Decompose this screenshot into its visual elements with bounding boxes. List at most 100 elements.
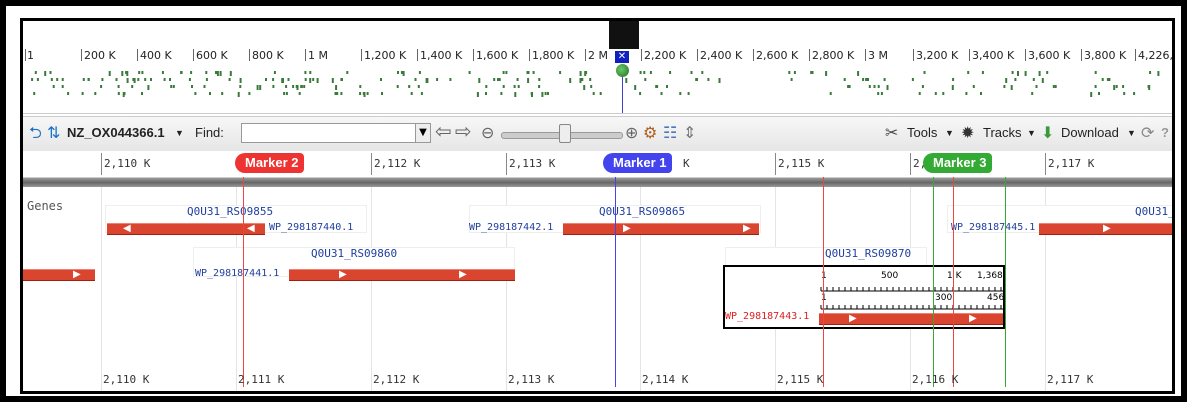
gene-density-dot <box>1005 78 1008 83</box>
gene-density-dot <box>205 71 208 74</box>
gene-density-dot <box>625 78 628 83</box>
gene-density-dot <box>877 92 880 95</box>
gene-density-dot <box>1098 92 1100 95</box>
gear-icon[interactable]: ✹ <box>961 123 975 142</box>
download-icon[interactable]: ⬇ <box>1041 123 1055 142</box>
gene-density-dot <box>493 78 496 81</box>
gene-feature[interactable]: ▶ <box>23 269 95 281</box>
strand-arrow-icon: ◀ <box>247 223 255 234</box>
gene-density-dot <box>31 78 34 81</box>
sequence-selector[interactable]: NZ_OX044366.1 <box>67 125 165 140</box>
gene-density-dot <box>965 92 968 95</box>
gene-density-dot <box>61 78 64 81</box>
help-icon[interactable]: ? <box>1161 125 1169 140</box>
overview-pin-icon[interactable] <box>616 64 629 77</box>
track-list-icon[interactable]: ☷ <box>663 123 678 142</box>
marker-3[interactable]: Marker 3 <box>923 153 993 173</box>
selected-product-label[interactable]: WP_298187443.1 <box>725 311 810 322</box>
overview-tick <box>585 49 586 61</box>
tools-icon[interactable]: ✂ <box>885 123 899 142</box>
marker-2[interactable]: Marker 2 <box>235 153 305 173</box>
gene-name[interactable]: Q0U31_RS <box>1135 205 1175 218</box>
overview-label: 4,226,6 <box>1138 49 1173 62</box>
gene-name[interactable]: Q0U31_RS09860 <box>311 247 398 260</box>
product-label[interactable]: WP_298187441.1 <box>195 268 280 279</box>
tracks-menu[interactable]: Tracks <box>983 125 1022 140</box>
gene-density-dot <box>883 78 886 81</box>
gene-feature[interactable]: ▶ <box>1039 223 1172 235</box>
gene-density-dot <box>50 78 53 81</box>
zoom-slider-thumb[interactable] <box>559 124 571 143</box>
find-input[interactable] <box>241 123 417 143</box>
marker-1[interactable]: Marker 1 <box>603 153 673 173</box>
gene-density-dot <box>131 85 134 88</box>
gene-density-dot <box>1157 71 1160 76</box>
gene-name[interactable]: Q0U31_RS09855 <box>187 205 274 218</box>
gene-density-dot <box>1090 92 1093 97</box>
gene-density-dot <box>942 92 945 95</box>
ruler-tick <box>101 153 102 175</box>
gene-density-dot <box>209 92 211 95</box>
gene-density-dot <box>516 78 519 81</box>
gene-density-dot <box>886 85 889 90</box>
position-ruler[interactable]: 2,110 K 2,112 K 2,113 K K 2,115 K 2, 2,1… <box>23 151 1172 178</box>
popup-tick-label: 500 <box>881 271 899 281</box>
gene-density-dot <box>666 85 668 88</box>
refresh-icon[interactable]: ⟳ <box>1141 123 1155 142</box>
gene-density-dot <box>643 71 646 74</box>
zoom-out-icon[interactable]: ⊖ <box>481 123 495 142</box>
gene-density-dot <box>669 71 672 74</box>
chevron-down-icon[interactable]: ▼ <box>1027 128 1036 138</box>
overview-label: 1,400 K <box>420 49 463 62</box>
selected-gene-feature[interactable]: ▶ ▶ <box>819 313 1003 325</box>
back-arrow-icon[interactable]: ⮌ <box>29 123 42 142</box>
gene-density-dot <box>408 85 411 88</box>
gene-feature[interactable]: ▶ ▶ <box>289 269 515 281</box>
chevron-down-icon[interactable]: ▼ <box>175 128 184 138</box>
product-label[interactable]: WP_298187445.1 <box>951 222 1036 233</box>
expand-collapse-icon[interactable]: ⇕ <box>683 123 697 142</box>
gene-density-dot <box>695 78 698 81</box>
gene-feature[interactable]: ▶ ▶ <box>563 223 759 235</box>
gene-density-dot <box>793 71 796 74</box>
gene-density-dot <box>530 92 533 95</box>
gene-density-dot <box>228 78 231 81</box>
overview-marker-icon[interactable]: ✕ <box>615 51 629 63</box>
tools-menu[interactable]: Tools <box>907 125 938 140</box>
sequence-switch-icon[interactable]: ⇅ <box>47 123 61 142</box>
gene-feature[interactable]: ◀ ◀ <box>107 223 265 235</box>
bottom-ruler-label: 2,111 K <box>238 373 285 386</box>
feature-scale-ruler <box>820 287 1003 310</box>
gene-name[interactable]: Q0U31_RS09865 <box>599 205 686 218</box>
find-dropdown-icon[interactable]: ▼ <box>415 123 431 143</box>
product-label[interactable]: WP_298187440.1 <box>269 222 354 233</box>
bottom-ruler-label: 2,116 K <box>912 373 959 386</box>
overview-handle[interactable] <box>609 21 639 49</box>
popup-tick-label: 1,368 <box>977 271 1003 281</box>
product-label[interactable]: WP_298187442.1 <box>469 222 554 233</box>
gene-name[interactable]: Q0U31_RS09870 <box>825 247 912 260</box>
gene-density-dot <box>847 85 850 88</box>
highlight-line <box>823 177 824 387</box>
gene-density-dot <box>1133 92 1136 95</box>
track-divider[interactable] <box>23 178 1172 187</box>
gene-density-dot <box>590 85 593 88</box>
zoom-in-icon[interactable]: ⊕ <box>625 123 639 142</box>
chevron-down-icon[interactable]: ▼ <box>945 128 954 138</box>
pan-right-icon[interactable]: ⇨ <box>455 119 472 143</box>
feature-detail-popup[interactable]: 1 500 1 K 1,368 1 300 456 WP_298187443.1… <box>723 265 1005 329</box>
overview-tick <box>809 49 810 61</box>
gene-density-dot <box>340 92 343 95</box>
gridline <box>371 187 372 391</box>
gene-density-dot <box>61 85 64 88</box>
gene-density-dot <box>660 92 663 95</box>
overview-panel[interactable]: 1 200 K 400 K 600 K 800 K 1 M 1,200 K 1,… <box>23 21 1172 114</box>
download-menu[interactable]: Download <box>1061 125 1119 140</box>
gene-density-dot <box>414 78 417 81</box>
pan-left-icon[interactable]: ⇦ <box>435 119 452 143</box>
gene-density-dot <box>121 71 124 76</box>
gene-density-dot <box>790 78 793 81</box>
gene-density-dot <box>544 92 547 95</box>
sequence-view-icon[interactable]: ⚙ <box>643 123 658 142</box>
chevron-down-icon[interactable]: ▼ <box>1127 128 1136 138</box>
